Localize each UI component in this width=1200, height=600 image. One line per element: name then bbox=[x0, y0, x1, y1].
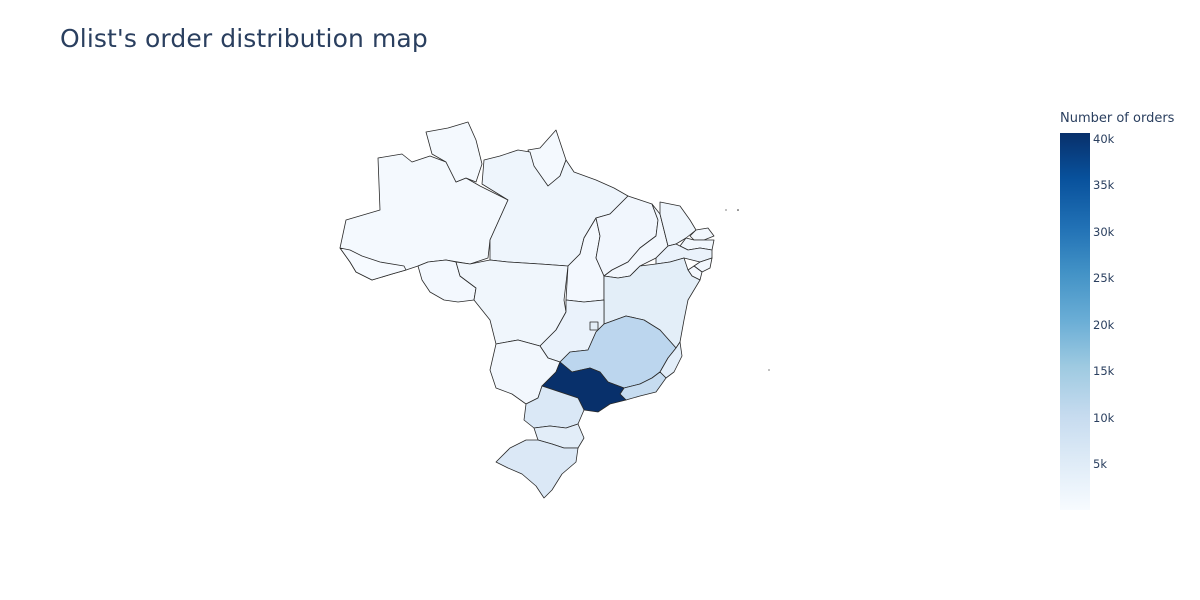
island-marker bbox=[768, 369, 770, 371]
state-rs[interactable] bbox=[495, 439, 579, 499]
state-ac[interactable] bbox=[339, 247, 407, 281]
colorbar-tick: 5k bbox=[1093, 457, 1107, 471]
colorbar-tick: 35k bbox=[1093, 178, 1115, 192]
colorbar-tick: 30k bbox=[1093, 225, 1115, 239]
state-al[interactable] bbox=[693, 257, 713, 273]
island-marker bbox=[725, 209, 727, 211]
page-title: Olist's order distribution map bbox=[60, 24, 428, 53]
colorbar-tick: 20k bbox=[1093, 318, 1115, 332]
colorbar-tick: 15k bbox=[1093, 364, 1115, 378]
colorbar bbox=[1060, 133, 1090, 510]
colorbar-tick: 25k bbox=[1093, 271, 1115, 285]
colorbar-tick: 40k bbox=[1093, 132, 1115, 146]
state-mt[interactable] bbox=[455, 259, 569, 347]
state-rr[interactable] bbox=[425, 121, 483, 183]
island-marker bbox=[737, 209, 739, 211]
colorbar-title: Number of orders bbox=[1060, 111, 1175, 126]
state-es[interactable] bbox=[659, 341, 683, 379]
colorbar-tick: 10k bbox=[1093, 411, 1115, 425]
state-ce[interactable] bbox=[659, 201, 697, 247]
state-df[interactable] bbox=[589, 321, 599, 331]
